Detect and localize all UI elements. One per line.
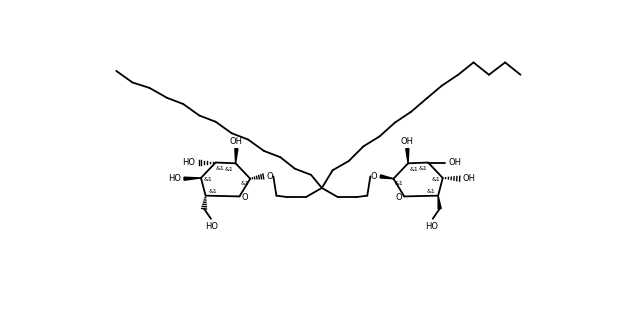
Text: &1: &1 <box>208 189 217 194</box>
Text: &1: &1 <box>431 177 440 182</box>
Text: OH: OH <box>401 137 414 146</box>
Text: HO: HO <box>205 222 219 231</box>
Text: O: O <box>266 172 273 181</box>
Polygon shape <box>438 196 441 209</box>
Polygon shape <box>184 177 201 180</box>
Text: OH: OH <box>448 158 462 167</box>
Text: &1: &1 <box>203 177 212 182</box>
Text: O: O <box>396 193 402 203</box>
Text: &1: &1 <box>225 167 234 172</box>
Polygon shape <box>406 149 409 163</box>
Text: &1: &1 <box>410 167 419 172</box>
Polygon shape <box>235 149 238 163</box>
Polygon shape <box>380 175 394 179</box>
Text: O: O <box>371 172 377 181</box>
Text: HO: HO <box>168 174 181 183</box>
Text: &1: &1 <box>394 181 403 186</box>
Text: &1: &1 <box>427 189 436 194</box>
Text: &1: &1 <box>419 166 428 171</box>
Text: O: O <box>242 193 248 203</box>
Text: HO: HO <box>182 158 195 167</box>
Text: OH: OH <box>230 137 243 146</box>
Text: &1: &1 <box>216 166 225 171</box>
Text: OH: OH <box>462 174 475 183</box>
Text: &1: &1 <box>241 181 249 186</box>
Text: HO: HO <box>425 222 438 231</box>
